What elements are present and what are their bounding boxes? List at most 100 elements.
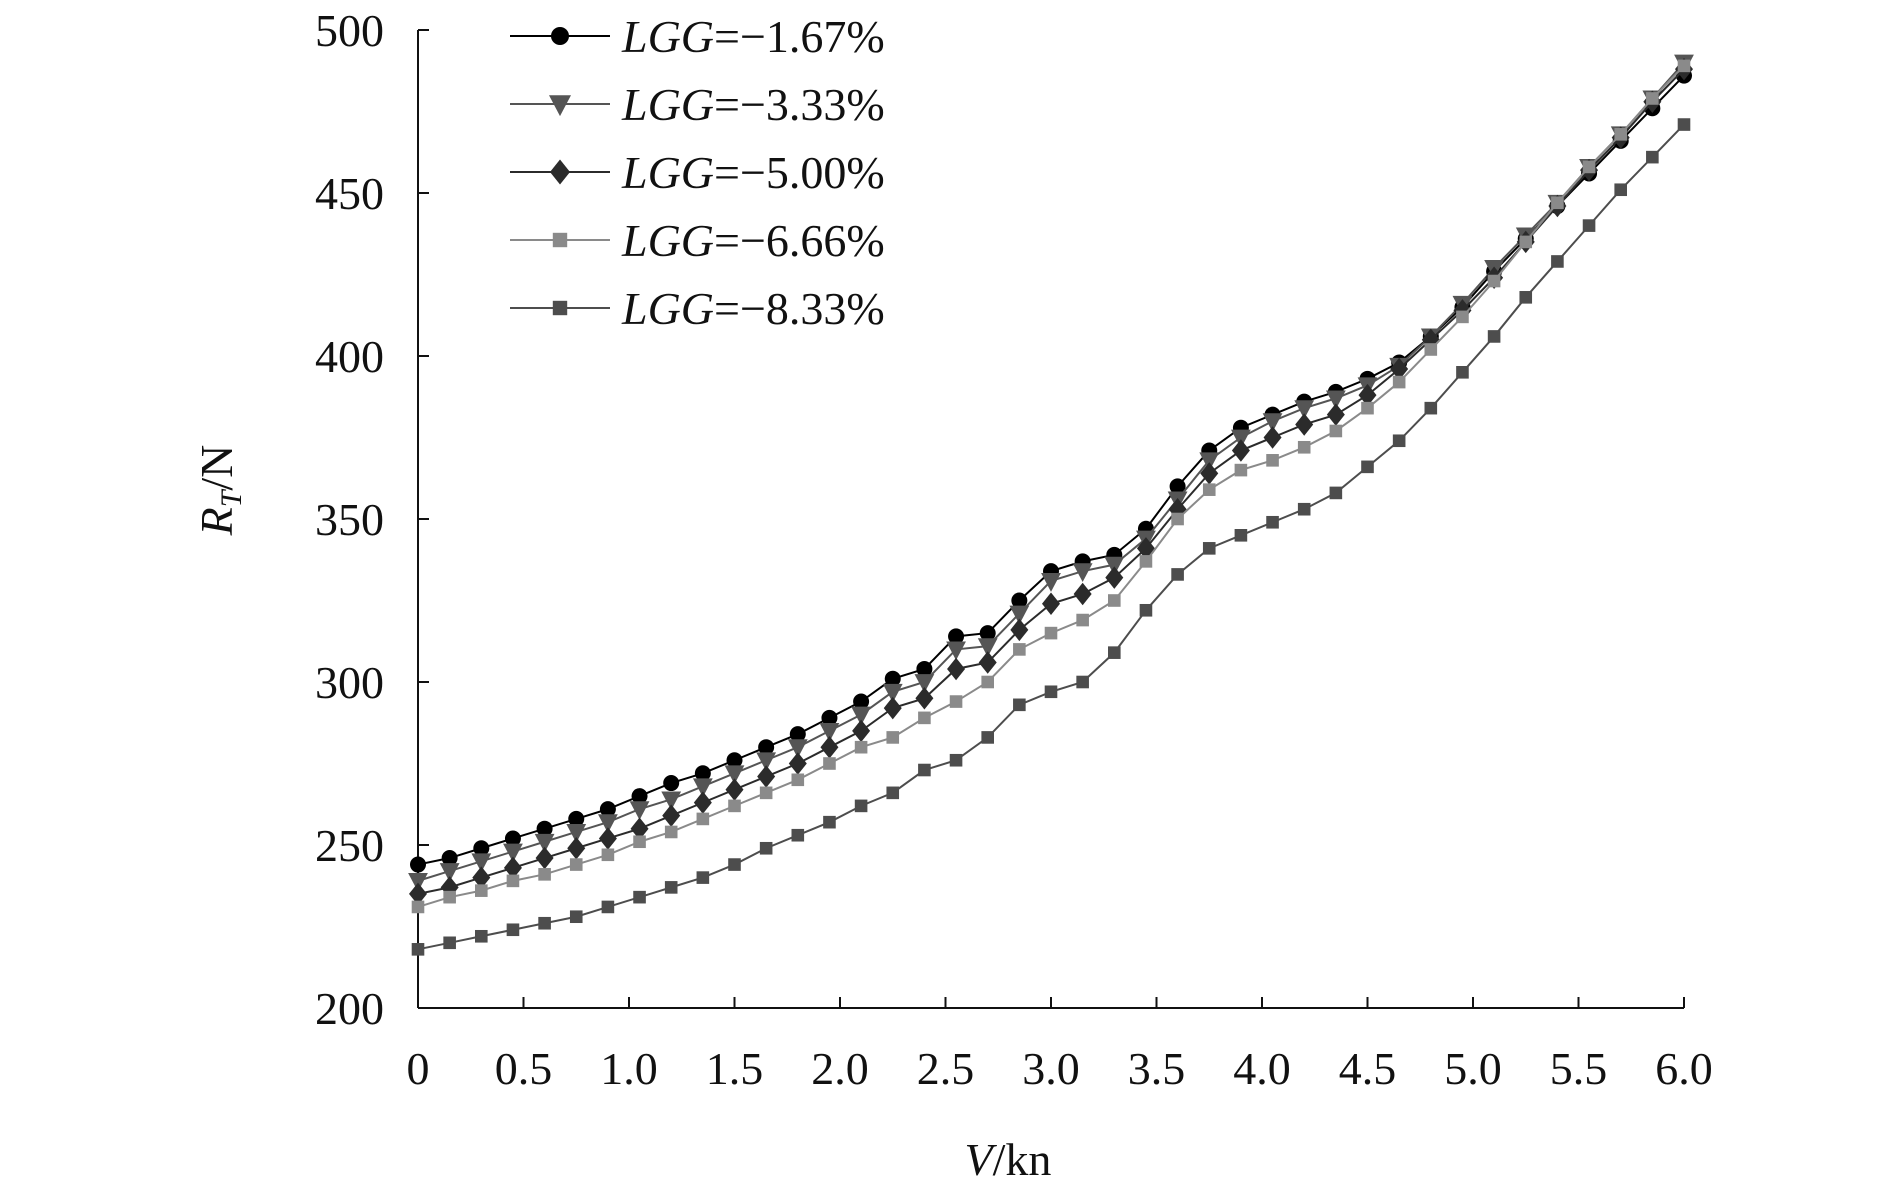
data-point: [1519, 291, 1533, 304]
data-point: [724, 765, 745, 785]
data-point: [1325, 390, 1346, 410]
x-tick-label: 2.5: [917, 1043, 975, 1094]
data-point: [536, 820, 553, 837]
data-point: [1009, 605, 1030, 625]
data-point: [664, 825, 678, 839]
data-point: [1329, 424, 1343, 438]
series-3: [409, 57, 1693, 906]
data-point: [534, 833, 555, 853]
data-point: [947, 657, 966, 681]
series-5: [411, 118, 1691, 956]
data-point: [696, 812, 710, 826]
y-tick-label: 250: [315, 820, 384, 871]
data-point: [1646, 150, 1659, 164]
data-point: [599, 801, 616, 818]
x-tick-label: 3.0: [1022, 1043, 1080, 1094]
series-line: [417, 61, 1685, 882]
data-point: [726, 752, 743, 769]
legend-label-value: =−5.00%: [714, 147, 885, 198]
data-point: [1519, 235, 1533, 249]
data-point: [1105, 566, 1124, 589]
data-point: [1456, 366, 1469, 379]
data-point: [1326, 403, 1345, 426]
data-point: [1424, 343, 1438, 356]
data-point: [629, 801, 650, 821]
legend-label-variable: LGG: [621, 79, 714, 130]
x-tick-label: 5.5: [1550, 1043, 1608, 1094]
data-point: [475, 929, 488, 943]
data-point: [1614, 183, 1627, 197]
data-point: [410, 856, 426, 873]
legend-marker: [552, 232, 568, 248]
data-point: [538, 868, 551, 881]
data-point: [756, 752, 777, 772]
data-point: [1266, 454, 1279, 467]
legend-marker: [552, 300, 568, 316]
data-point: [1487, 274, 1501, 288]
data-point: [472, 866, 491, 889]
data-point: [694, 765, 711, 782]
data-point: [791, 773, 805, 787]
data-point: [948, 628, 965, 645]
data-point: [1139, 603, 1153, 617]
x-tick-label: 4.5: [1339, 1043, 1397, 1094]
series-line: [417, 74, 1685, 866]
data-point: [787, 739, 808, 759]
legend-label-variable: LGG: [621, 11, 714, 62]
data-point: [598, 814, 618, 834]
data-point: [1073, 582, 1092, 606]
data-point: [633, 890, 646, 904]
data-point: [601, 900, 615, 914]
data-point: [475, 884, 488, 897]
data-point: [662, 804, 681, 827]
data-point: [1076, 613, 1089, 627]
data-point: [411, 900, 425, 914]
data-point: [692, 778, 713, 798]
legend-marker: [550, 159, 570, 185]
data-point: [1262, 413, 1283, 433]
data-point: [503, 856, 522, 880]
data-point: [821, 709, 838, 726]
data-point: [569, 910, 583, 924]
data-point: [1104, 556, 1125, 576]
data-point: [1551, 255, 1564, 268]
data-point: [852, 719, 871, 743]
data-point: [1042, 592, 1060, 616]
data-point: [851, 706, 871, 726]
data-point: [598, 827, 617, 850]
x-tick-label: 6.0: [1655, 1043, 1713, 1094]
data-point: [1202, 483, 1216, 496]
x-axis-variable: V: [965, 1134, 998, 1181]
legend-marker: [549, 95, 571, 117]
data-point: [1582, 160, 1596, 174]
data-point: [443, 936, 456, 950]
legend-label: LGG=−6.66%: [621, 215, 885, 266]
data-point: [949, 753, 963, 767]
data-point: [946, 641, 966, 661]
data-point: [1390, 357, 1409, 381]
y-tick-label: 200: [315, 983, 384, 1034]
data-point: [1392, 434, 1406, 448]
data-point: [1424, 401, 1438, 415]
data-point: [1295, 413, 1314, 436]
data-point: [915, 687, 934, 710]
data-point: [1010, 618, 1029, 642]
data-point: [1361, 401, 1374, 415]
x-axis-unit: /kn: [993, 1134, 1052, 1181]
legend-marker: [551, 27, 569, 45]
data-point: [1199, 452, 1220, 472]
x-tick-label: 3.5: [1128, 1043, 1186, 1094]
data-point: [504, 830, 521, 847]
data-point: [759, 841, 773, 855]
y-axis-unit: /N: [191, 445, 242, 491]
data-point: [823, 757, 836, 770]
data-point: [506, 874, 520, 888]
data-point: [538, 916, 551, 930]
data-point: [916, 660, 933, 677]
series-4: [411, 59, 1691, 914]
data-point: [789, 726, 806, 743]
data-point: [441, 850, 458, 867]
data-point: [471, 853, 492, 873]
